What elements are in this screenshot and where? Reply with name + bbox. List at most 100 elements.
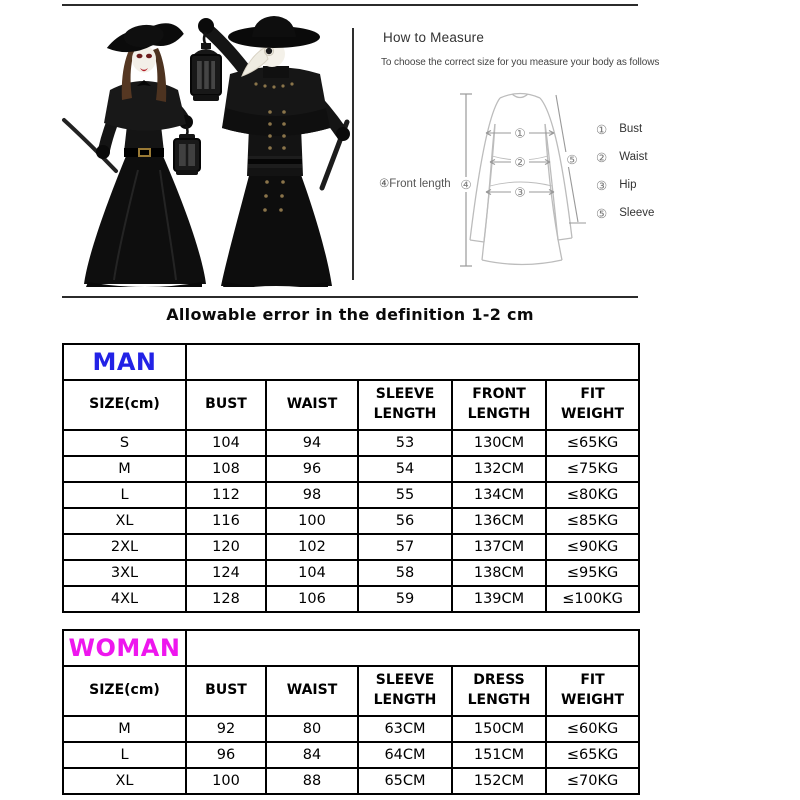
neck-bow-icon bbox=[137, 80, 151, 86]
size-cell: 102 bbox=[265, 533, 359, 561]
size-cell: 104 bbox=[185, 429, 267, 457]
size-cell: 152CM bbox=[451, 767, 547, 795]
size-cell: ≤80KG bbox=[544, 481, 641, 509]
size-cell: 139CM bbox=[451, 585, 547, 613]
tolerance-note: Allowable error in the definition 1-2 cm bbox=[166, 305, 534, 324]
column-header: DRESS LENGTH bbox=[451, 665, 547, 717]
size-row: 2XL 120 102 57 137CM ≤90KG bbox=[62, 533, 641, 561]
legend-label: Waist bbox=[619, 151, 648, 163]
column-header: SIZE(cm) bbox=[62, 379, 187, 431]
glove-icon bbox=[198, 18, 214, 34]
measure-section: How to Measure To choose the correct siz… bbox=[378, 26, 678, 286]
size-cell: 108 bbox=[185, 455, 267, 483]
plague-doctor-figure bbox=[190, 16, 350, 287]
size-cell: 55 bbox=[357, 481, 453, 509]
column-header: BUST bbox=[185, 379, 267, 431]
hair bbox=[153, 48, 167, 102]
man-size-table: MAN SIZE(cm) BUST WAIST SLEEVE LENGTH FRONT … bbox=[62, 343, 641, 613]
size-cell: L bbox=[62, 481, 187, 509]
size-cell: 54 bbox=[357, 455, 453, 483]
size-cell: 151CM bbox=[451, 741, 547, 769]
legend-label: Bust bbox=[619, 123, 643, 135]
lantern-icon bbox=[190, 31, 222, 101]
size-cell: 2XL bbox=[62, 533, 187, 561]
size-cell: 128 bbox=[185, 585, 267, 613]
legend-item: ② Waist bbox=[596, 148, 654, 166]
size-cell: 94 bbox=[265, 429, 359, 457]
column-header: FIT WEIGHT bbox=[544, 665, 641, 717]
size-cell: M bbox=[62, 715, 187, 743]
legend-number: ③ bbox=[596, 178, 608, 193]
size-cell: 65CM bbox=[357, 767, 453, 795]
column-header: BUST bbox=[185, 665, 267, 717]
witch-figure bbox=[62, 23, 206, 287]
size-cell: ≤100KG bbox=[544, 585, 641, 613]
size-cell: 120 bbox=[185, 533, 267, 561]
size-cell: 137CM bbox=[451, 533, 547, 561]
size-cell: ≤85KG bbox=[544, 507, 641, 535]
size-cell: 4XL bbox=[62, 585, 187, 613]
size-cell: 96 bbox=[185, 741, 267, 769]
lantern-icon bbox=[173, 125, 201, 175]
table-group-row: WOMAN bbox=[62, 629, 641, 667]
size-cell: 58 bbox=[357, 559, 453, 587]
dress-outline bbox=[469, 92, 573, 266]
cane-icon bbox=[62, 118, 118, 173]
legend-label: Sleeve bbox=[619, 207, 655, 219]
group-row-spacer bbox=[184, 629, 641, 667]
glove-icon bbox=[96, 145, 110, 159]
size-cell: 92 bbox=[185, 715, 267, 743]
size-cell: XL bbox=[62, 767, 187, 795]
white-mask-icon bbox=[132, 45, 156, 73]
size-row: 3XL 124 104 58 138CM ≤95KG bbox=[62, 559, 641, 587]
size-cell: ≤60KG bbox=[544, 715, 641, 743]
measure-heading: How to Measure bbox=[383, 30, 485, 45]
hair bbox=[121, 48, 135, 100]
legend-number: ① bbox=[596, 122, 608, 137]
belt-buckle-icon bbox=[138, 148, 151, 157]
witch-hat-icon bbox=[106, 23, 184, 53]
size-cell: 134CM bbox=[451, 481, 547, 509]
size-cell: 53 bbox=[357, 429, 453, 457]
group-label-woman: WOMAN bbox=[62, 629, 187, 667]
glove-icon bbox=[336, 127, 350, 141]
size-cell: 124 bbox=[185, 559, 267, 587]
column-header: WAIST bbox=[265, 379, 359, 431]
size-cell: 136CM bbox=[451, 507, 547, 535]
size-cell: L bbox=[62, 741, 187, 769]
top-divider bbox=[62, 4, 638, 6]
stud-dots bbox=[254, 82, 294, 212]
size-row: L 112 98 55 134CM ≤80KG bbox=[62, 481, 641, 509]
size-row: XL 116 100 56 136CM ≤85KG bbox=[62, 507, 641, 535]
size-row: 4XL 128 106 59 139CM ≤100KG bbox=[62, 585, 641, 613]
size-cell: 132CM bbox=[451, 455, 547, 483]
legend-number: ② bbox=[596, 150, 608, 165]
size-cell: 98 bbox=[265, 481, 359, 509]
size-cell: 116 bbox=[185, 507, 267, 535]
bust-marker: ① bbox=[514, 126, 525, 141]
photo-bottom-divider bbox=[62, 296, 638, 298]
column-header: SLEEVE LENGTH bbox=[357, 379, 453, 431]
legend-item: ① Bust bbox=[596, 120, 654, 138]
size-cell: 112 bbox=[185, 481, 267, 509]
size-row: L 96 84 64CM 151CM ≤65KG bbox=[62, 741, 641, 769]
legend-label: Hip bbox=[619, 179, 637, 191]
legend-item: ③ Hip bbox=[596, 176, 654, 194]
table-group-row: MAN bbox=[62, 343, 641, 381]
size-cell: ≤75KG bbox=[544, 455, 641, 483]
size-row: M 92 80 63CM 150CM ≤60KG bbox=[62, 715, 641, 743]
legend-item: ⑤ Sleeve bbox=[596, 204, 654, 222]
size-cell: ≤65KG bbox=[544, 741, 641, 769]
dress-diagram: ① ② ③ ⑤ ④ bbox=[458, 92, 586, 267]
size-cell: ≤95KG bbox=[544, 559, 641, 587]
front-length-label: ④Front length bbox=[379, 178, 451, 190]
size-row: M 108 96 54 132CM ≤75KG bbox=[62, 455, 641, 483]
hip-marker: ③ bbox=[514, 185, 525, 200]
size-cell: 57 bbox=[357, 533, 453, 561]
size-cell: 100 bbox=[185, 767, 267, 795]
column-header: WAIST bbox=[265, 665, 359, 717]
size-cell: ≤65KG bbox=[544, 429, 641, 457]
size-cell: 100 bbox=[265, 507, 359, 535]
size-cell: 130CM bbox=[451, 429, 547, 457]
